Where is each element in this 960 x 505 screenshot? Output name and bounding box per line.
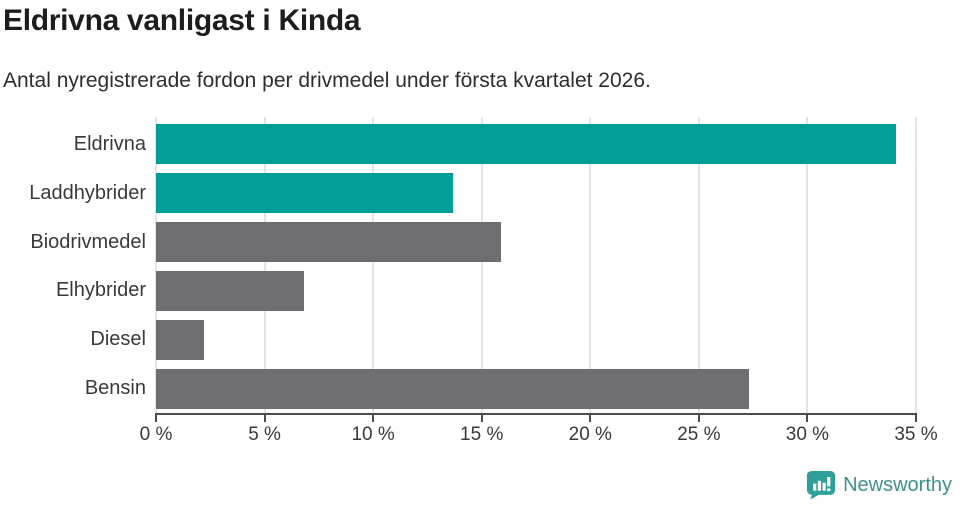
chart-row: Diesel — [0, 315, 916, 364]
bar — [156, 124, 897, 165]
x-axis-tick-label: 25 % — [677, 424, 721, 445]
bar-chart-plot-area: Eldrivna Laddhybrider Biodrivmedel Elhybrid… — [0, 117, 960, 413]
chart-row: Eldrivna — [0, 120, 916, 169]
chart-row: Bensin — [0, 364, 916, 413]
x-axis-tick — [155, 415, 157, 422]
x-axis-tick — [589, 415, 592, 422]
gridline — [806, 117, 809, 413]
x-axis-tick-label: 5 % — [248, 424, 281, 445]
branding-name: Newsworthy — [843, 473, 952, 496]
category-label: Laddhybrider — [29, 181, 146, 204]
x-axis-tick-label: 35 % — [894, 424, 938, 445]
chart-title: Eldrivna vanligast i Kinda — [3, 4, 361, 37]
newsworthy-logo-icon — [807, 470, 836, 500]
gridline — [915, 117, 917, 413]
x-axis: 0 % 5 % 10 % 15 % 20 % 25 % 30 % 35 % — [140, 413, 938, 453]
bar — [156, 319, 204, 360]
branding-footer: Newsworthy — [806, 470, 952, 500]
x-axis-tick — [697, 415, 700, 422]
gridline — [589, 117, 592, 413]
category-label: Eldrivna — [73, 132, 146, 155]
category-label: Bensin — [84, 377, 146, 400]
bar — [156, 222, 502, 263]
chart-row: Laddhybrider — [0, 169, 916, 218]
gridline — [155, 117, 157, 413]
x-axis-line — [155, 413, 917, 415]
category-label: Elhybrider — [55, 279, 146, 302]
x-axis-tick — [480, 415, 483, 422]
x-axis-tick-label: 20 % — [568, 424, 612, 445]
x-axis-tick-label: 0 % — [139, 424, 173, 445]
bar — [156, 270, 304, 311]
gridline — [263, 117, 266, 413]
x-axis-tick — [372, 415, 375, 422]
chart-row: Elhybrider — [0, 266, 916, 315]
chart-row: Biodrivmedel — [0, 218, 916, 267]
x-axis-tick — [263, 415, 266, 422]
x-axis-tick-label: 30 % — [785, 424, 830, 445]
x-axis-tick — [806, 415, 809, 422]
bar-track — [156, 222, 916, 263]
x-axis-tick-label: 10 % — [351, 424, 395, 445]
chart-subtitle: Antal nyregistrerade fordon per drivmede… — [3, 69, 651, 92]
gridline — [372, 117, 375, 413]
bar-track — [156, 368, 916, 409]
gridline — [480, 117, 483, 413]
category-label: Diesel — [90, 328, 146, 351]
bar-track — [156, 319, 916, 360]
chart-rows: Eldrivna Laddhybrider Biodrivmedel Elhybrid… — [0, 120, 916, 413]
bar — [156, 173, 454, 214]
gridline — [697, 117, 700, 413]
bar-track — [156, 124, 916, 165]
gridlines — [155, 117, 917, 413]
x-axis-tick — [915, 415, 917, 422]
bar — [156, 368, 749, 409]
x-axis-tick-label: 15 % — [460, 424, 504, 445]
bar-track — [156, 270, 916, 311]
bar-track — [156, 173, 916, 214]
category-label: Biodrivmedel — [30, 230, 146, 253]
